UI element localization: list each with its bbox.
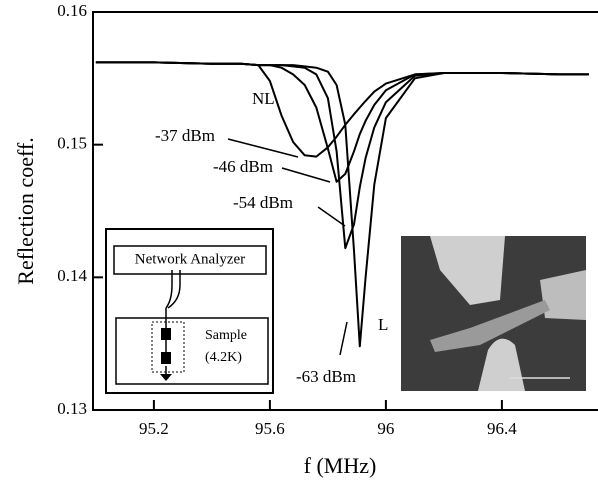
curve — [95, 61, 589, 183]
curve-label: -46 dBm — [213, 157, 273, 176]
curve — [95, 61, 589, 250]
leader-line — [227, 138, 299, 158]
analyzer-box — [113, 245, 267, 275]
sample-outline — [151, 321, 185, 373]
curve-label: -54 dBm — [233, 193, 293, 212]
plot-frame — [92, 11, 598, 411]
x-axis-label: f (MHz) — [304, 453, 377, 478]
x-tick-label: 95.2 — [139, 419, 169, 438]
bridge — [430, 300, 550, 352]
x-tick-label: 96.4 — [487, 419, 517, 438]
electrode — [540, 270, 586, 320]
temperature-label: (4.2K) — [205, 350, 242, 365]
annotation: L — [378, 315, 388, 334]
sample-label: Sample — [205, 328, 247, 343]
micrograph-inset — [401, 236, 586, 391]
cryostat-box — [115, 317, 269, 385]
element — [161, 328, 171, 340]
leader-line — [317, 206, 346, 227]
curve-label: -37 dBm — [155, 126, 215, 145]
curve-label: -63 dBm — [296, 367, 356, 386]
y-tick-label: 0.15 — [57, 134, 87, 153]
element — [161, 352, 171, 364]
y-tick-label: 0.16 — [57, 1, 87, 20]
ground — [160, 374, 172, 381]
curve — [95, 61, 589, 348]
electrode — [430, 236, 505, 305]
x-tick-label: 96 — [377, 419, 394, 438]
y-tick-label: 0.13 — [57, 399, 87, 418]
y-axis-label: Reflection coeff. — [13, 137, 38, 284]
analyzer-label: Network Analyzer — [135, 251, 245, 267]
annotation: NL — [252, 89, 275, 108]
curves — [95, 61, 589, 348]
leader-lines — [227, 138, 348, 356]
leader-line — [281, 167, 331, 183]
wiring — [165, 270, 181, 378]
leader-line — [339, 321, 348, 356]
circuit-inset: Network Analyzer Sample (4.2K) — [105, 228, 274, 394]
y-tick-label: 0.14 — [57, 266, 87, 285]
x-tick-label: 95.6 — [255, 419, 285, 438]
